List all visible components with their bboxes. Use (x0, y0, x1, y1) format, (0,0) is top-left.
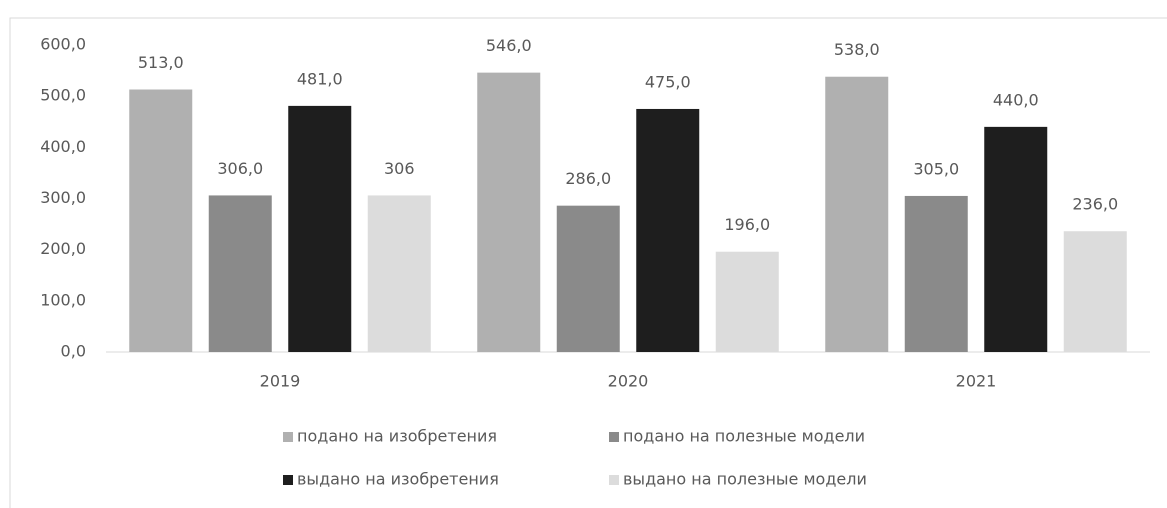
value-label: 513,0 (138, 53, 184, 72)
bar (825, 76, 889, 353)
chart-border (9, 17, 1167, 508)
y-tick-label: 300,0 (40, 188, 86, 207)
x-tick-label: 2021 (956, 372, 997, 391)
bar (904, 195, 968, 352)
bar (367, 195, 431, 352)
y-tick-label: 600,0 (40, 35, 86, 54)
bar (477, 72, 541, 352)
x-tick-label: 2019 (260, 372, 301, 391)
legend-label: подано на изобретения (297, 427, 497, 446)
bar (208, 195, 272, 352)
legend-swatch (283, 432, 293, 442)
value-label: 475,0 (645, 72, 691, 91)
legend-swatch (609, 432, 619, 442)
value-label: 306,0 (217, 159, 263, 178)
legend-label: выдано на изобретения (297, 470, 499, 489)
value-label: 481,0 (297, 69, 343, 88)
bar (288, 105, 352, 352)
bar (636, 108, 700, 352)
value-label: 196,0 (724, 215, 770, 234)
bar (556, 205, 620, 352)
y-tick-label: 500,0 (40, 86, 86, 105)
legend-swatch (283, 475, 293, 485)
bar (129, 89, 193, 352)
bar (984, 126, 1048, 352)
value-label: 538,0 (834, 40, 880, 59)
legend-label: подано на полезные модели (623, 427, 865, 446)
x-tick-label: 2020 (608, 372, 649, 391)
value-label: 286,0 (565, 169, 611, 188)
legend-label: выдано на полезные модели (623, 470, 867, 489)
value-label: 236,0 (1072, 195, 1118, 214)
bar (1063, 231, 1127, 352)
value-label: 440,0 (993, 90, 1039, 109)
y-tick-label: 100,0 (40, 290, 86, 309)
bar (715, 251, 779, 352)
value-label: 546,0 (486, 36, 532, 55)
legend-swatch (609, 475, 619, 485)
y-tick-label: 400,0 (40, 137, 86, 156)
value-label: 306 (384, 159, 415, 178)
y-tick-label: 0,0 (61, 342, 86, 361)
value-label: 305,0 (913, 159, 959, 178)
y-tick-label: 200,0 (40, 239, 86, 258)
